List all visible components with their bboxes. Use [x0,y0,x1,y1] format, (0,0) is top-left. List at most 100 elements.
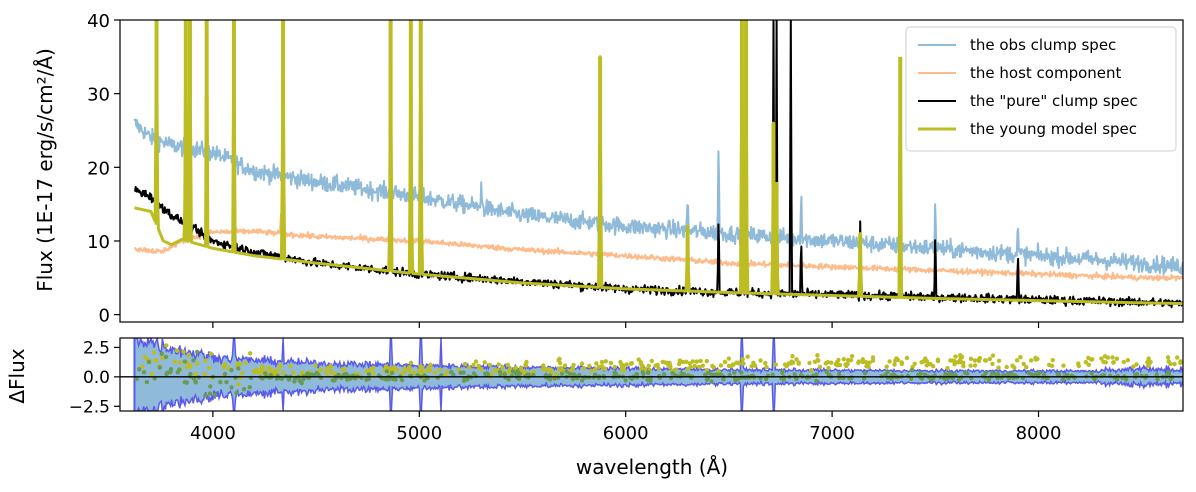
residual-point [773,362,778,367]
residual-point [140,364,145,369]
residual-point [451,372,456,377]
legend-label: the "pure" clump spec [970,92,1138,110]
residual-point [298,379,303,384]
legend: the obs clump spec the host component the … [905,26,1177,152]
residual-point [579,378,585,383]
residual-point [968,363,973,368]
residual-point [419,371,424,376]
residual-point [856,360,861,365]
residual-point [325,366,330,371]
residual-point [640,370,645,375]
residual-point [770,372,775,377]
residual-point [986,377,991,383]
residual-point [1145,364,1151,369]
residual-point [929,377,934,383]
residual-point [420,365,425,370]
residual-point [411,370,417,376]
residual-point [752,363,758,368]
residual-point [467,365,472,370]
residual-point [899,360,904,365]
residual-point [182,359,188,364]
residual-point [556,358,561,363]
residual-point [602,366,608,371]
residual-point [668,363,673,368]
residual-point [826,365,831,371]
residual-point [564,369,569,374]
residual-point [222,371,228,377]
residual-point [953,354,958,359]
residual-point [731,362,736,367]
residual-point [177,360,183,365]
residual-point [1111,360,1116,365]
residual-point [1165,355,1171,360]
residual-point [786,361,792,366]
residual-point [596,364,601,370]
residual-point [1166,359,1171,364]
residual-point [1009,371,1014,376]
residual-point [280,370,286,375]
residual-point [930,363,936,369]
residual-point [387,366,392,371]
residual-point [990,361,995,367]
residual-point [146,359,152,365]
residual-point [193,379,198,384]
residual-point [188,364,193,369]
top-y-tick-label: 0 [99,306,110,327]
residual-point [996,365,1001,370]
residual-point [191,358,196,363]
residual-point [1089,371,1094,376]
residual-point [240,370,245,376]
residual-point [482,360,487,365]
residual-point [203,393,208,398]
residual-point [221,364,226,370]
residual-point [159,351,164,356]
residual-point [208,351,214,356]
residual-point [1037,370,1042,376]
residual-point [456,367,461,372]
residual-point [181,349,186,354]
residual-point [500,365,505,370]
residual-point [571,362,576,368]
residual-point [709,372,714,377]
residual-point [546,367,551,372]
residual-point [887,359,892,364]
residual-point [367,368,372,373]
residual-point [926,362,932,367]
residual-point [540,366,546,372]
residual-point [952,358,957,364]
residual-point [465,377,470,382]
residual-point [581,366,586,371]
residual-point [624,362,629,367]
top-y-tick-label: 10 [87,232,110,253]
residual-point [157,365,162,370]
residual-point [655,362,660,367]
residual-point [182,380,187,385]
residual-point [502,371,507,377]
residual-point [525,372,530,377]
residual-point [963,370,968,376]
residual-point [727,372,732,378]
residual-point [1024,365,1029,370]
residual-point [1146,356,1151,361]
residual-point [163,354,169,360]
bottom-y-tick-label: −2.5 [69,397,110,417]
residual-point [168,369,173,375]
residual-point [922,372,928,377]
residual-point [990,353,996,358]
residual-point [1103,360,1109,365]
residual-point [646,363,651,369]
residual-point [1166,371,1172,377]
residual-point [684,359,689,364]
residual-point [732,370,737,375]
residual-point [461,370,466,375]
bottom-y-axis-label: ΔFlux [5,348,29,403]
residual-point [1125,358,1131,363]
residual-point [427,367,433,373]
residual-point [141,370,147,375]
residual-point [437,367,442,372]
residual-point [570,376,575,382]
residual-point [603,359,608,364]
residual-point [638,360,644,365]
residual-point [740,357,745,362]
residual-point [134,376,139,382]
